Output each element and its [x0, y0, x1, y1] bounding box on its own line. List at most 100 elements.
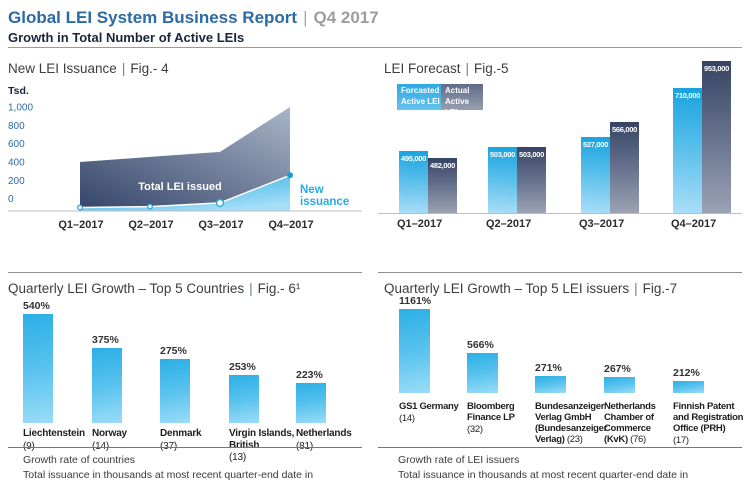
category-count: (13) — [229, 452, 246, 463]
x-axis-label: Q4–2017 — [671, 218, 717, 230]
x-axis-label: Q1–2017 — [58, 219, 103, 231]
fig5-title-separator: | — [465, 61, 470, 76]
category-name: GS1 Germany — [399, 401, 459, 412]
growth-rate-label: 223% — [296, 369, 323, 381]
report-period: Q4 2017 — [313, 8, 379, 27]
growth-rate-label: 540% — [23, 300, 50, 312]
bar-value-label: 482,000 — [429, 161, 455, 170]
fig5-title: LEI Forecast | Fig.-5 — [384, 61, 509, 76]
fig7-bar — [467, 353, 498, 393]
data-point-marker — [147, 203, 153, 210]
fig7-title-text: Quarterly LEI Growth – Top 5 LEI issuers — [384, 281, 630, 296]
fig5-fig-label: Fig.-5 — [474, 61, 509, 76]
fig5-bar: 503,000 — [517, 147, 546, 213]
fig6-title-separator: | — [249, 281, 253, 296]
bar-value-label: 566,000 — [611, 125, 637, 134]
y-tick-label: 1,000 — [8, 103, 33, 114]
y-tick-label: 600 — [8, 139, 25, 150]
category-label: Bundesanzeiger Verlag GmbH (Bundesanzeig… — [535, 401, 609, 445]
report-title-text: Global LEI System Business Report — [8, 8, 298, 27]
category-name: Bundesanzeiger Verlag GmbH (Bundesanzeig… — [535, 401, 608, 445]
fig5-bar: 495,000 — [399, 151, 428, 213]
x-axis-label: Q2–2017 — [128, 219, 173, 231]
title-separator: | — [303, 8, 308, 27]
y-tick-label: 200 — [8, 176, 25, 187]
category-name: Netherlands — [296, 428, 352, 439]
fig5-bar: 710,000 — [673, 88, 702, 213]
fig6-bar — [229, 375, 259, 423]
category-name: Denmark — [160, 428, 202, 439]
growth-rate-label: 267% — [604, 363, 631, 375]
category-label: Denmark (37) — [160, 428, 238, 452]
category-name: Netherlands Chamber of Commerce (KvK) — [604, 401, 656, 445]
category-count: (32) — [467, 424, 483, 435]
category-label: Bloomberg Finance LP (32) — [467, 401, 531, 435]
growth-rate-label: 253% — [229, 361, 256, 373]
category-count: (76) — [627, 434, 646, 445]
fig7-bar — [399, 309, 430, 393]
category-label: Finnish Patent and Registration Office (… — [673, 401, 747, 446]
fig5-title-text: LEI Forecast — [384, 61, 461, 76]
growth-rate-label: 566% — [467, 339, 494, 351]
category-name: Bloomberg Finance LP — [467, 401, 515, 423]
report-subtitle: Growth in Total Number of Active LEIs — [8, 30, 245, 45]
new-issuance-line — [79, 174, 291, 209]
bar-value-label: 495,000 — [400, 154, 426, 163]
data-point-marker — [77, 204, 83, 211]
fig7-footnotes: Growth rate of LEI issuers Total issuanc… — [398, 453, 742, 480]
fig6-footnote-2: Total issuance in thousands at most rece… — [23, 468, 314, 480]
fig4-title-separator: | — [121, 61, 126, 76]
category-count: (37) — [160, 440, 177, 452]
y-tick-label: 0 — [8, 194, 14, 205]
fig6-bar — [23, 314, 53, 423]
total-lei-issued-label: Total LEI issued — [138, 181, 222, 193]
y-tick-label: 800 — [8, 121, 25, 132]
category-label: GS1 Germany (14) — [399, 401, 463, 424]
x-axis-label: Q1–2017 — [397, 218, 443, 230]
bar-value-label: 710,000 — [674, 91, 700, 100]
fig5-bar: 953,000 — [702, 61, 731, 213]
fig6-bar — [92, 348, 122, 423]
fig7-bar — [604, 377, 635, 393]
total-lei-area — [80, 107, 290, 208]
category-count: (17) — [673, 435, 689, 446]
fig6-footnote-1: Growth rate of countries — [23, 454, 136, 466]
growth-rate-label: 375% — [92, 334, 119, 346]
fig7-title: Quarterly LEI Growth – Top 5 LEI issuers… — [384, 281, 677, 296]
fig4-fig-label: Fig.- 4 — [130, 61, 169, 76]
category-label: Liechtenstein (9) — [23, 428, 101, 452]
bar-value-label: 953,000 — [703, 64, 729, 73]
fig5-axis-line — [378, 213, 742, 214]
growth-rate-label: 271% — [535, 362, 562, 374]
panel-top5-lei-issuers: Quarterly LEI Growth – Top 5 LEI issuers… — [378, 272, 743, 480]
panel-new-lei-issuance: New LEI Issuance | Fig.- 4 Tsd. 0 200 400 600… — [8, 48, 362, 272]
x-axis-label: Q4–2017 — [268, 219, 313, 231]
fig5-bar: 527,000 — [581, 137, 610, 213]
category-label: Netherlands Chamber of Commerce (KvK) (7… — [604, 401, 668, 445]
data-point-marker — [215, 198, 225, 207]
category-name: Finnish Patent and Registration Office (… — [673, 401, 744, 434]
fig7-footnote-2: Total issuance in thousands at most rece… — [398, 468, 689, 480]
fig7-footnote-1: Growth rate of LEI issuers — [398, 454, 520, 466]
fig7-bar — [535, 376, 566, 393]
fig5-bar: 503,000 — [488, 147, 517, 213]
x-axis-label: Q2–2017 — [486, 218, 532, 230]
panel-lei-forecast: LEI Forecast | Fig.-5 Forcasted Active LEI… — [378, 48, 742, 272]
category-name: Liechtenstein — [23, 428, 85, 439]
fig6-fig-label: Fig.- 6¹ — [257, 281, 301, 296]
fig7-divider — [378, 447, 742, 448]
category-label: Norway (14) — [92, 428, 170, 452]
fig4-title-text: New LEI Issuance — [8, 61, 117, 76]
category-name: Virgin Islands, British — [229, 428, 295, 451]
growth-rate-label: 1161% — [399, 295, 432, 307]
category-count: (81) — [296, 440, 313, 452]
y-tick-label: 400 — [8, 157, 25, 168]
header-divider — [8, 47, 742, 48]
fig5-bar: 566,000 — [610, 122, 639, 213]
fig7-bar — [673, 381, 704, 393]
bar-value-label: 503,000 — [489, 150, 515, 159]
fig6-title-text: Quarterly LEI Growth – Top 5 Countries — [8, 281, 245, 296]
category-label: Virgin Islands, British (13) — [229, 428, 307, 464]
fig7-title-separator: | — [634, 281, 638, 296]
category-count: (14) — [399, 413, 415, 424]
